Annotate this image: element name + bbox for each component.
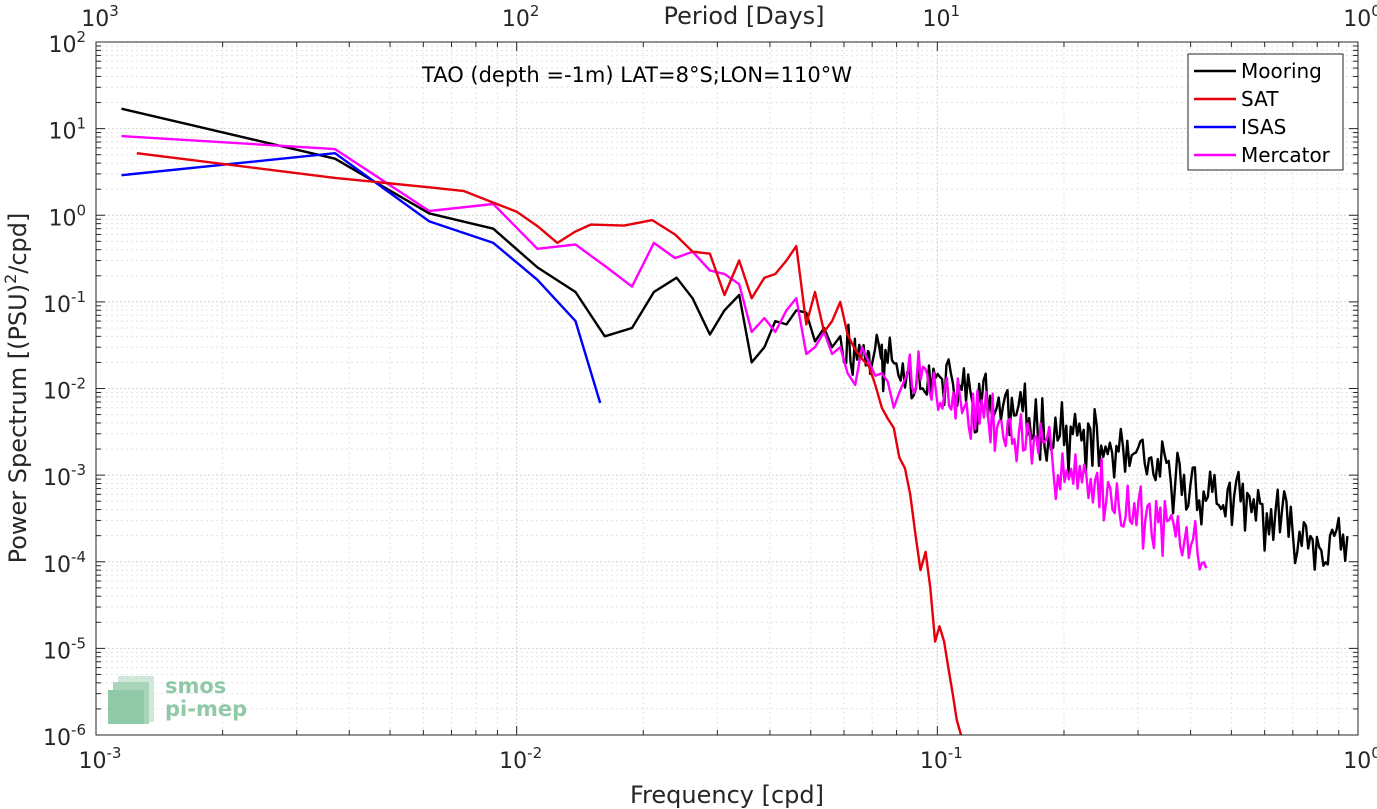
x-tick-labels: 10-3 10-2 10-1 100 — [79, 744, 1377, 774]
x-tick-label: 100 — [1343, 744, 1377, 774]
y-tick-label: 10-6 — [43, 721, 86, 751]
y-tick-label: 100 — [48, 201, 86, 231]
chart-title: TAO (depth =-1m) LAT=8°S;LON=110°W — [421, 63, 852, 87]
x-tick-label: 10-2 — [499, 744, 542, 774]
legend: Mooring SAT ISAS Mercator — [1187, 53, 1344, 171]
smos-pi-mep-logo: smos pi-mep — [108, 674, 247, 724]
legend-label-mercator: Mercator — [1241, 143, 1331, 167]
series-sat — [136, 152, 963, 736]
y-tick-labels: 102 101 100 10-1 10-2 10-3 10-4 10-5 10-6 — [43, 28, 86, 751]
y-tick-label: 10-2 — [43, 375, 86, 405]
series-layer — [121, 107, 1349, 736]
legend-label-sat: SAT — [1241, 87, 1279, 111]
legend-label-isas: ISAS — [1241, 115, 1286, 139]
y-axis-label-sup: 2 — [1, 274, 20, 284]
top-tick-label: 101 — [923, 2, 961, 32]
y-tick-label: 10-3 — [43, 461, 86, 491]
logo-line-1: smos — [165, 674, 226, 698]
series-mercator — [121, 134, 1208, 571]
x-tick-label: 10-3 — [79, 744, 122, 774]
y-tick-label: 10-5 — [43, 634, 86, 664]
plot-area — [96, 42, 1358, 735]
top-axis-label: Period [Days] — [663, 2, 824, 30]
x-axis-label: Frequency [cpd] — [630, 781, 824, 809]
logo-line-2: pi-mep — [165, 697, 247, 721]
y-tick-label: 101 — [48, 115, 86, 145]
y-axis-label-tail: /cpd] — [4, 213, 32, 274]
y-axis-label-main: Power Spectrum [(PSU) — [4, 284, 32, 563]
top-tick-labels: 103 102 101 100 — [81, 2, 1377, 32]
x-tick-label: 10-1 — [920, 744, 963, 774]
logo-mark-front — [108, 690, 144, 724]
top-tick-label: 103 — [81, 2, 119, 32]
series-mooring — [121, 107, 1349, 571]
y-tick-label: 102 — [48, 28, 86, 58]
series-isas — [121, 152, 602, 404]
tick-marks — [95, 41, 1359, 736]
y-tick-label: 10-4 — [43, 548, 86, 578]
top-tick-label: 100 — [1343, 2, 1377, 32]
legend-label-mooring: Mooring — [1241, 59, 1322, 83]
y-axis-label: Power Spectrum [(PSU)2/cpd] — [1, 213, 32, 564]
legend-box — [1187, 53, 1344, 171]
y-tick-label: 10-1 — [43, 288, 86, 318]
top-tick-label: 102 — [502, 2, 540, 32]
